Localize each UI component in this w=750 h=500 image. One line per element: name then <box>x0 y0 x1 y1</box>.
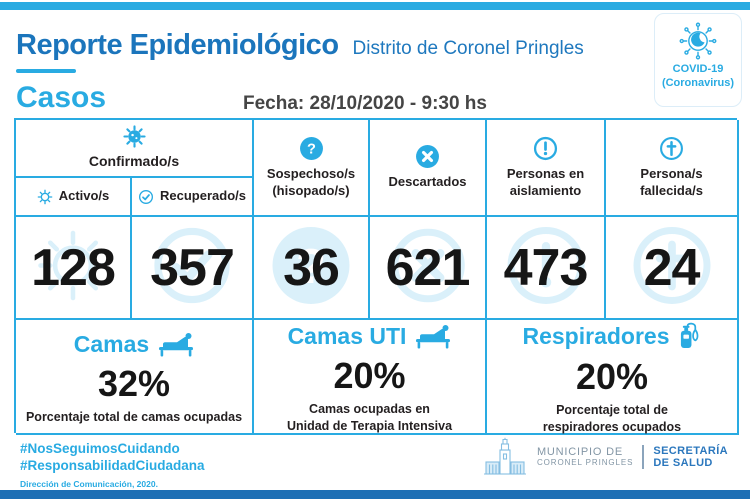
isolation-count-cell: 473 <box>487 217 606 320</box>
check-circle-icon <box>138 189 154 205</box>
district-subtitle: Distrito de Coronel Pringles <box>352 38 584 59</box>
icu-beds-percentage: 20% <box>333 355 406 397</box>
municipality-line2: CORONEL PRINGLES <box>536 458 634 467</box>
active-label: Activo/s <box>58 188 110 204</box>
recovered-label: Recuperado/s <box>160 188 246 204</box>
discarded-header-cell: Descartados <box>370 120 487 217</box>
recovered-header-cell: Recuperado/s <box>132 178 254 217</box>
virus-icon <box>122 125 146 148</box>
municipality-logo-block: MUNICIPIO DE CORONEL PRINGLES SECRETARÍA… <box>470 437 740 477</box>
ventilators-title: Respiradores <box>522 323 670 350</box>
deceased-count-cell: 24 <box>606 217 739 320</box>
deceased-header-cell: Persona/s fallecida/s <box>606 120 739 217</box>
communication-credit: Dirección de Comunicación, 2020. <box>20 479 158 489</box>
active-count-cell: 128 <box>16 217 132 320</box>
municipality-line1: MUNICIPIO DE <box>536 446 623 458</box>
beds-caption: Porcentaje total de camas ocupadas <box>25 410 243 425</box>
section-title-casos: Casos <box>16 81 107 114</box>
icu-beds-caption: Camas ocupadas en Unidad de Terapia Inte… <box>286 402 453 433</box>
svg-text:?: ? <box>307 142 316 158</box>
top-accent-bar <box>0 2 750 10</box>
discarded-count-cell: 621 <box>370 217 487 320</box>
suspected-count-cell: ? 36 <box>254 217 370 320</box>
watermark-cross-circle-icon <box>630 223 714 312</box>
question-circle-icon: ? <box>299 136 324 161</box>
suspected-count: 36 <box>283 238 340 297</box>
watermark-check-circle-icon <box>149 222 235 313</box>
virus-outline-icon <box>37 189 53 205</box>
confirmed-label: Confirmado/s <box>88 153 180 170</box>
logo-divider <box>642 445 645 469</box>
exclamation-circle-icon <box>533 136 558 161</box>
svg-text:?: ? <box>296 240 326 294</box>
bed-icon <box>158 332 194 358</box>
deceased-count: 24 <box>643 238 701 297</box>
beds-title: Camas <box>73 331 150 358</box>
hashtag-nos-seguimos-cuidando: #NosSeguimosCuidando <box>20 441 180 456</box>
active-header-cell: Activo/s <box>16 178 132 217</box>
secretary-line1: SECRETARÍA <box>653 445 729 457</box>
secretary-line2: DE SALUD <box>653 457 713 469</box>
ventilators-percentage: 20% <box>575 356 649 398</box>
ventilators-stat-cell: Respiradores 20% Porcentaje total de res… <box>487 320 739 435</box>
suspected-header-cell: ? Sospechoso/s (hisopado/s) <box>254 120 370 217</box>
isolation-count: 473 <box>503 238 589 297</box>
active-count: 128 <box>31 238 116 297</box>
watermark-exclamation-circle-icon <box>504 223 588 312</box>
confirmed-header-cell: Confirmado/s <box>16 120 254 178</box>
bed-icon <box>415 324 451 350</box>
recovered-count: 357 <box>150 238 235 297</box>
oxygen-tank-icon <box>679 322 702 351</box>
watermark-x-circle-icon <box>386 223 470 312</box>
ventilators-caption: Porcentaje total de respiradores ocupado… <box>542 403 682 434</box>
beds-stat-cell: Camas 32% Porcentaje total de camas ocup… <box>16 320 254 435</box>
icu-beds-stat-cell: Camas UTI 20% Camas ocupadas en Unidad d… <box>254 320 487 435</box>
coronavirus-icon <box>677 20 719 62</box>
watermark-virus-icon <box>34 226 112 309</box>
beds-percentage: 32% <box>97 363 171 405</box>
footer-hashtags: #NosSeguimosCuidando #ResponsabilidadCiu… <box>20 440 205 489</box>
report-date: Fecha: 28/10/2020 - 9:30 hs <box>243 93 487 114</box>
icu-beds-title: Camas UTI <box>287 323 407 350</box>
bottom-blue-bar <box>0 490 750 499</box>
recovered-count-cell: 357 <box>132 217 254 320</box>
deceased-label: Persona/s fallecida/s <box>640 166 703 198</box>
municipality-building-icon <box>482 437 528 477</box>
covid-badge: COVID-19 (Coronavirus) <box>654 13 742 107</box>
covid-badge-line2: (Coronavirus) <box>661 77 735 89</box>
suspected-label: Sospechoso/s (hisopado/s) <box>266 166 356 198</box>
x-circle-icon <box>415 144 440 169</box>
isolation-header-cell: Personas en aislamiento <box>487 120 606 217</box>
discarded-count: 621 <box>385 238 471 297</box>
cross-circle-icon <box>659 136 684 161</box>
watermark-question-circle-icon: ? <box>269 223 353 312</box>
isolation-label: Personas en aislamiento <box>506 166 585 198</box>
municipality-name: MUNICIPIO DE CORONEL PRINGLES <box>537 446 633 468</box>
title-underline <box>16 69 76 73</box>
hashtag-responsabilidad-ciudadana: #ResponsabilidadCiudadana <box>20 458 205 473</box>
cases-table: Confirmado/s Activo/s <box>14 118 739 435</box>
covid-badge-line1: COVID-19 <box>672 63 724 75</box>
health-secretary-name: SECRETARÍA DE SALUD <box>653 445 728 469</box>
page-title: Reporte Epidemiológico <box>16 29 339 61</box>
discarded-label: Descartados <box>388 174 467 190</box>
